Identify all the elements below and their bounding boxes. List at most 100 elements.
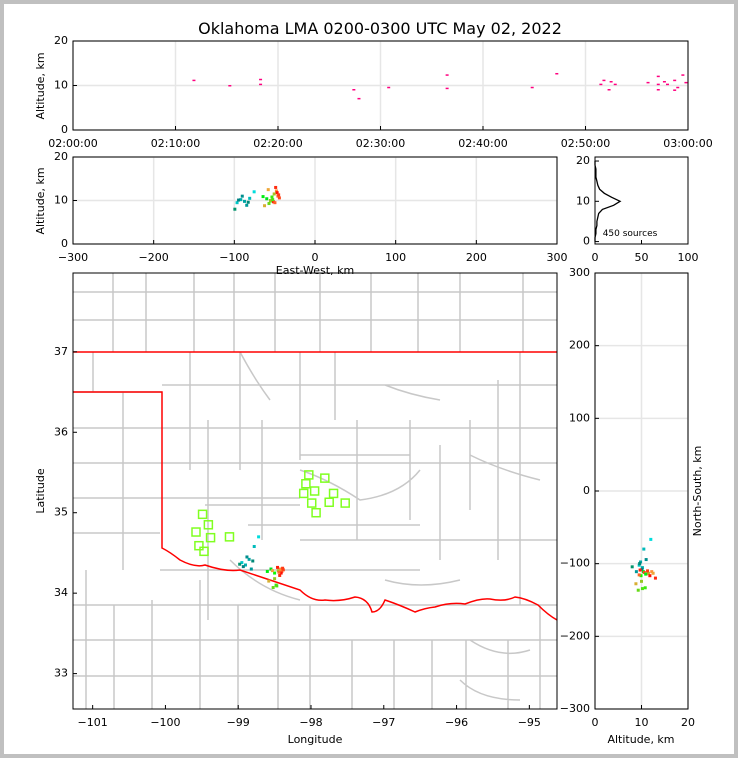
eastwest-panel-xtick-label: 200 bbox=[466, 251, 487, 264]
lma-station-marker bbox=[205, 532, 216, 543]
altns-source-point bbox=[644, 572, 648, 576]
time-altitude-point bbox=[352, 89, 356, 91]
altns-source-point bbox=[643, 586, 647, 590]
time-altitude-point bbox=[656, 83, 660, 86]
altns-source-point bbox=[649, 537, 653, 541]
eastwest-panel-xtick-label: 100 bbox=[385, 251, 406, 264]
altns-source-point bbox=[648, 574, 652, 578]
eastwest-panel-xtick-label: 0 bbox=[312, 251, 319, 264]
eastwest-source-point bbox=[265, 197, 269, 201]
plan-source-point bbox=[276, 569, 280, 573]
map-layer bbox=[73, 273, 557, 709]
plan-ylabel: Latitude bbox=[34, 468, 47, 514]
altns-source-point bbox=[640, 579, 643, 583]
plan-source-point bbox=[243, 563, 247, 567]
plan-source-point bbox=[245, 555, 249, 559]
plan-panel-ytick-label: 36 bbox=[54, 425, 68, 438]
altns-source-point bbox=[639, 560, 643, 564]
eastwest-source-point bbox=[272, 192, 276, 196]
altns-panel-ytick-label: −200 bbox=[560, 629, 590, 642]
lma-station-marker bbox=[306, 498, 317, 508]
time-altitude-point bbox=[656, 75, 660, 78]
lma-station-marker bbox=[191, 527, 201, 537]
lma-station-marker bbox=[194, 540, 204, 551]
eastwest-source-point bbox=[233, 207, 237, 211]
eastwest-source-point bbox=[277, 193, 281, 197]
lma-station-marker bbox=[301, 479, 311, 489]
plan-panel-ytick-label: 34 bbox=[54, 586, 68, 599]
eastwest-source-point bbox=[248, 196, 252, 200]
plan-source-point bbox=[273, 571, 277, 575]
time-altitude-point bbox=[259, 78, 263, 81]
histogram-panel-xtick-label: 100 bbox=[678, 251, 699, 264]
eastwest-source-point bbox=[237, 198, 241, 202]
altns-source-point bbox=[630, 565, 634, 569]
plan-source-point bbox=[275, 584, 279, 588]
altns-panel-xtick-label: 10 bbox=[635, 716, 649, 729]
eastwest-source-point bbox=[242, 199, 246, 203]
time-panel-xtick-label: 03:00:00 bbox=[663, 137, 712, 150]
plan-source-point bbox=[267, 579, 271, 583]
time-altitude-point bbox=[445, 74, 449, 76]
time-altitude-point bbox=[192, 79, 196, 82]
lma-station-marker bbox=[328, 488, 339, 499]
lma-station-marker bbox=[324, 497, 334, 508]
plan-panel-xtick-label: −99 bbox=[227, 716, 250, 729]
histogram-panel-ytick-label: 10 bbox=[576, 194, 590, 207]
plan-source-point bbox=[278, 567, 282, 571]
plan-source-point bbox=[240, 561, 244, 565]
eastwest-source-point bbox=[270, 195, 274, 199]
lma-station-marker bbox=[304, 470, 314, 480]
eastwest-source-point bbox=[268, 199, 272, 202]
eastwest-ylabel: Altitude, km bbox=[34, 167, 47, 234]
time-altitude-point bbox=[599, 83, 603, 86]
eastwest-source-point bbox=[263, 204, 267, 208]
time-altitude-point bbox=[530, 86, 534, 89]
altns-source-point bbox=[637, 563, 641, 567]
time-panel-xtick-label: 02:30:00 bbox=[356, 137, 405, 150]
plan-source-point bbox=[270, 569, 274, 573]
plan-source-point bbox=[247, 557, 251, 561]
eastwest-source-point bbox=[261, 195, 265, 199]
eastwest-source-point bbox=[239, 198, 243, 202]
altns-source-point bbox=[637, 573, 641, 577]
lma-station-marker bbox=[311, 507, 321, 518]
altns-panel-frame bbox=[594, 272, 689, 710]
plan-panel-xtick-label: −100 bbox=[150, 716, 180, 729]
altns-source-point bbox=[636, 588, 640, 592]
histogram-panel-frame bbox=[594, 156, 689, 245]
plan-source-point bbox=[277, 570, 281, 574]
altns-panel-ytick-label: 0 bbox=[583, 484, 590, 497]
eastwest-panel-ytick-label: 0 bbox=[61, 237, 68, 250]
time-altitude-point bbox=[602, 79, 606, 82]
eastwest-source-point bbox=[266, 188, 270, 192]
plan-source-point bbox=[238, 562, 242, 566]
lma-station-marker bbox=[199, 546, 209, 557]
altns-source-point bbox=[639, 574, 643, 578]
plan-panel-xtick-label: −95 bbox=[518, 716, 541, 729]
altns-source-point bbox=[640, 566, 644, 570]
eastwest-source-point bbox=[252, 190, 256, 194]
altns-panel-ytick-label: 300 bbox=[569, 266, 590, 279]
time-panel-ytick-label: 10 bbox=[54, 79, 68, 92]
plan-source-point bbox=[280, 569, 284, 573]
plan-source-point bbox=[273, 577, 277, 581]
plan-source-point bbox=[276, 565, 280, 569]
time-altitude-point bbox=[673, 79, 677, 82]
eastwest-source-point bbox=[245, 203, 249, 207]
altns-source-point bbox=[638, 568, 642, 572]
eastwest-source-point bbox=[271, 198, 275, 202]
time-altitude-point bbox=[684, 81, 688, 84]
histogram-panel-xtick-label: 50 bbox=[635, 251, 649, 264]
altns-source-point bbox=[634, 570, 638, 574]
time-ylabel: Altitude, km bbox=[34, 52, 47, 119]
altns-source-point bbox=[644, 558, 648, 562]
plan-panel-xtick-label: −101 bbox=[78, 716, 108, 729]
eastwest-panel-xtick-label: −300 bbox=[58, 251, 88, 264]
eastwest-source-point bbox=[240, 194, 244, 198]
time-altitude-point bbox=[681, 74, 685, 76]
time-panel-ytick-label: 20 bbox=[54, 34, 68, 47]
plan-source-point bbox=[281, 566, 285, 570]
